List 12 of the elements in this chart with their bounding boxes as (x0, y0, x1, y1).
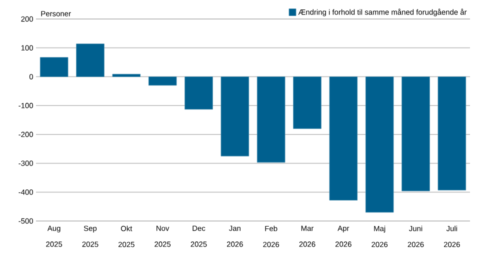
bar (220, 76, 250, 156)
bar (293, 76, 322, 129)
bar (76, 44, 104, 77)
bar (40, 57, 68, 77)
bar (256, 76, 286, 163)
bar (365, 76, 394, 213)
bar (402, 76, 430, 192)
bar (184, 76, 213, 110)
bar (148, 76, 177, 86)
bar (112, 74, 141, 77)
bar (438, 76, 466, 190)
bar (329, 76, 358, 200)
